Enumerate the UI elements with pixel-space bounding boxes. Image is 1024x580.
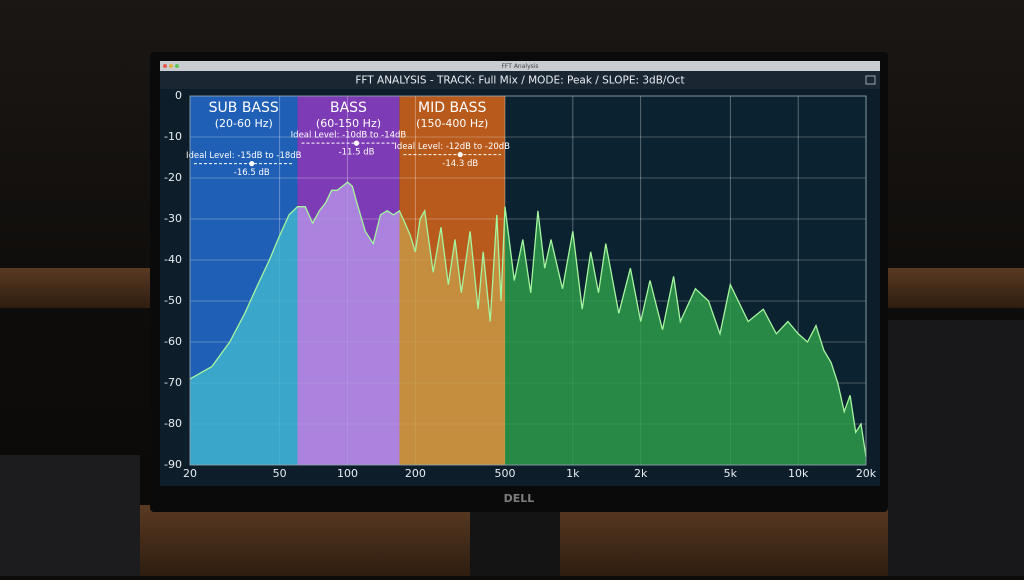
y-tick-label: -10 bbox=[164, 130, 182, 143]
x-tick-label: 50 bbox=[273, 467, 287, 480]
level-marker bbox=[457, 152, 463, 158]
console-left bbox=[0, 455, 140, 576]
level-marker bbox=[353, 140, 360, 146]
ideal-level-label: Ideal Level: -10dB to -14dB bbox=[291, 131, 407, 141]
level-marker bbox=[249, 161, 255, 167]
x-tick-label: 20 bbox=[183, 467, 197, 480]
x-tick-label: 10k bbox=[788, 467, 809, 480]
y-tick-label: -90 bbox=[164, 458, 182, 471]
x-tick-label: 100 bbox=[337, 467, 358, 480]
spectrum-area bbox=[190, 182, 866, 465]
x-tick-label: 1k bbox=[566, 467, 580, 480]
band-name: MID BASS bbox=[418, 100, 487, 116]
x-tick-label: 20k bbox=[856, 467, 877, 480]
y-tick-label: -80 bbox=[164, 417, 182, 430]
minimize-button[interactable] bbox=[169, 64, 173, 68]
window-titlebar bbox=[160, 61, 880, 71]
x-tick-label: 200 bbox=[405, 467, 426, 480]
close-button[interactable] bbox=[163, 64, 167, 68]
level-value: -16.5 dB bbox=[234, 168, 270, 178]
level-value: -14.3 dB bbox=[442, 159, 478, 169]
maximize-button[interactable] bbox=[175, 64, 179, 68]
y-tick-label: -40 bbox=[164, 253, 182, 266]
level-value: -11.5 dB bbox=[339, 148, 375, 158]
header-bar bbox=[160, 71, 880, 89]
plot-frame bbox=[189, 95, 867, 466]
band-range: (20-60 Hz) bbox=[215, 117, 273, 130]
y-tick-label: -60 bbox=[164, 335, 182, 348]
y-tick-label: -70 bbox=[164, 376, 182, 389]
x-tick-label: 5k bbox=[724, 467, 738, 480]
menu-button[interactable] bbox=[865, 75, 876, 85]
brand-logo: DELL bbox=[504, 492, 535, 505]
y-tick-label: -30 bbox=[164, 212, 182, 225]
band-range: (150-400 Hz) bbox=[416, 117, 488, 130]
x-tick-label: 500 bbox=[495, 467, 516, 480]
band-name: BASS bbox=[330, 100, 367, 116]
y-tick-label: -20 bbox=[164, 171, 182, 184]
y-tick-label: 0 bbox=[175, 89, 182, 102]
spectrum-line bbox=[189, 181, 867, 457]
x-tick-label: 2k bbox=[634, 467, 648, 480]
chart-title: FFT ANALYSIS - TRACK: Full Mix / MODE: P… bbox=[355, 75, 684, 87]
ideal-level-label: Ideal Level: -12dB to -20dB bbox=[394, 142, 510, 152]
ideal-level-label: Ideal Level: -15dB to -18dB bbox=[186, 151, 302, 161]
window-title: FFT Analysis bbox=[501, 63, 538, 70]
y-tick-label: -50 bbox=[164, 294, 182, 307]
console-right bbox=[888, 320, 1024, 576]
monitor-stand bbox=[470, 510, 560, 576]
band-name: SUB BASS bbox=[209, 100, 279, 116]
band-range: (60-150 Hz) bbox=[316, 117, 381, 130]
